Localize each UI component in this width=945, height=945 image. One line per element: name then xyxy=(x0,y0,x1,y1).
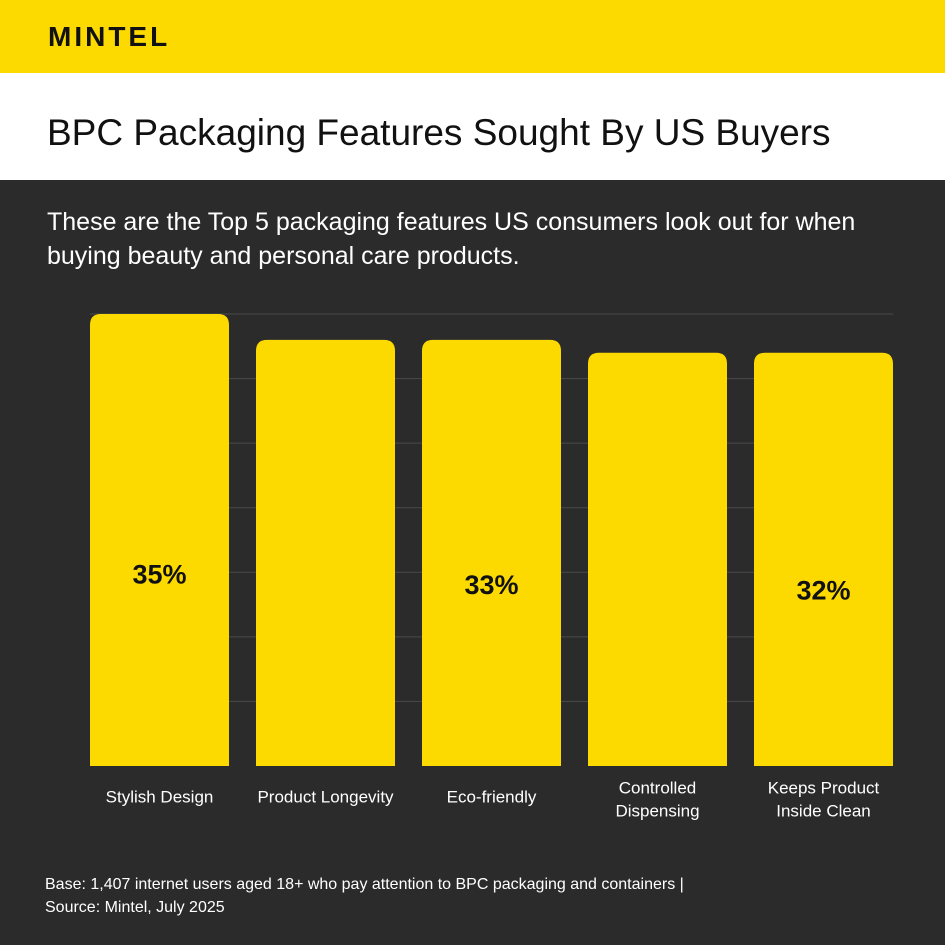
bar-1 xyxy=(90,314,229,766)
bar-value-label: 32% xyxy=(796,576,850,606)
bar-value-label: 33% xyxy=(464,570,518,600)
category-label: Dispensing xyxy=(615,801,699,820)
footnote: Base: 1,407 internet users aged 18+ who … xyxy=(45,873,905,919)
title-band xyxy=(0,73,945,180)
bar-value-label: 35% xyxy=(132,559,186,589)
footnote-base: Base: 1,407 internet users aged 18+ who … xyxy=(45,876,684,893)
chart-subtitle: These are the Top 5 packaging features U… xyxy=(47,208,856,270)
page-title: BPC Packaging Features Sought By US Buye… xyxy=(47,112,831,153)
category-label: Product Longevity xyxy=(257,787,394,806)
bar-3 xyxy=(422,339,561,766)
bar-4 xyxy=(588,352,727,766)
category-label: Inside Clean xyxy=(776,801,871,820)
category-label: Controlled xyxy=(619,778,697,797)
category-label: Stylish Design xyxy=(106,787,214,806)
category-label: Keeps Product xyxy=(768,778,880,797)
category-label: Eco-friendly xyxy=(447,787,537,806)
bar-5 xyxy=(754,352,893,766)
footnote-source: Source: Mintel, July 2025 xyxy=(45,899,225,916)
bar-2 xyxy=(256,339,395,766)
brand-bar xyxy=(0,0,945,73)
mintel-logo: MINTEL xyxy=(48,21,171,52)
